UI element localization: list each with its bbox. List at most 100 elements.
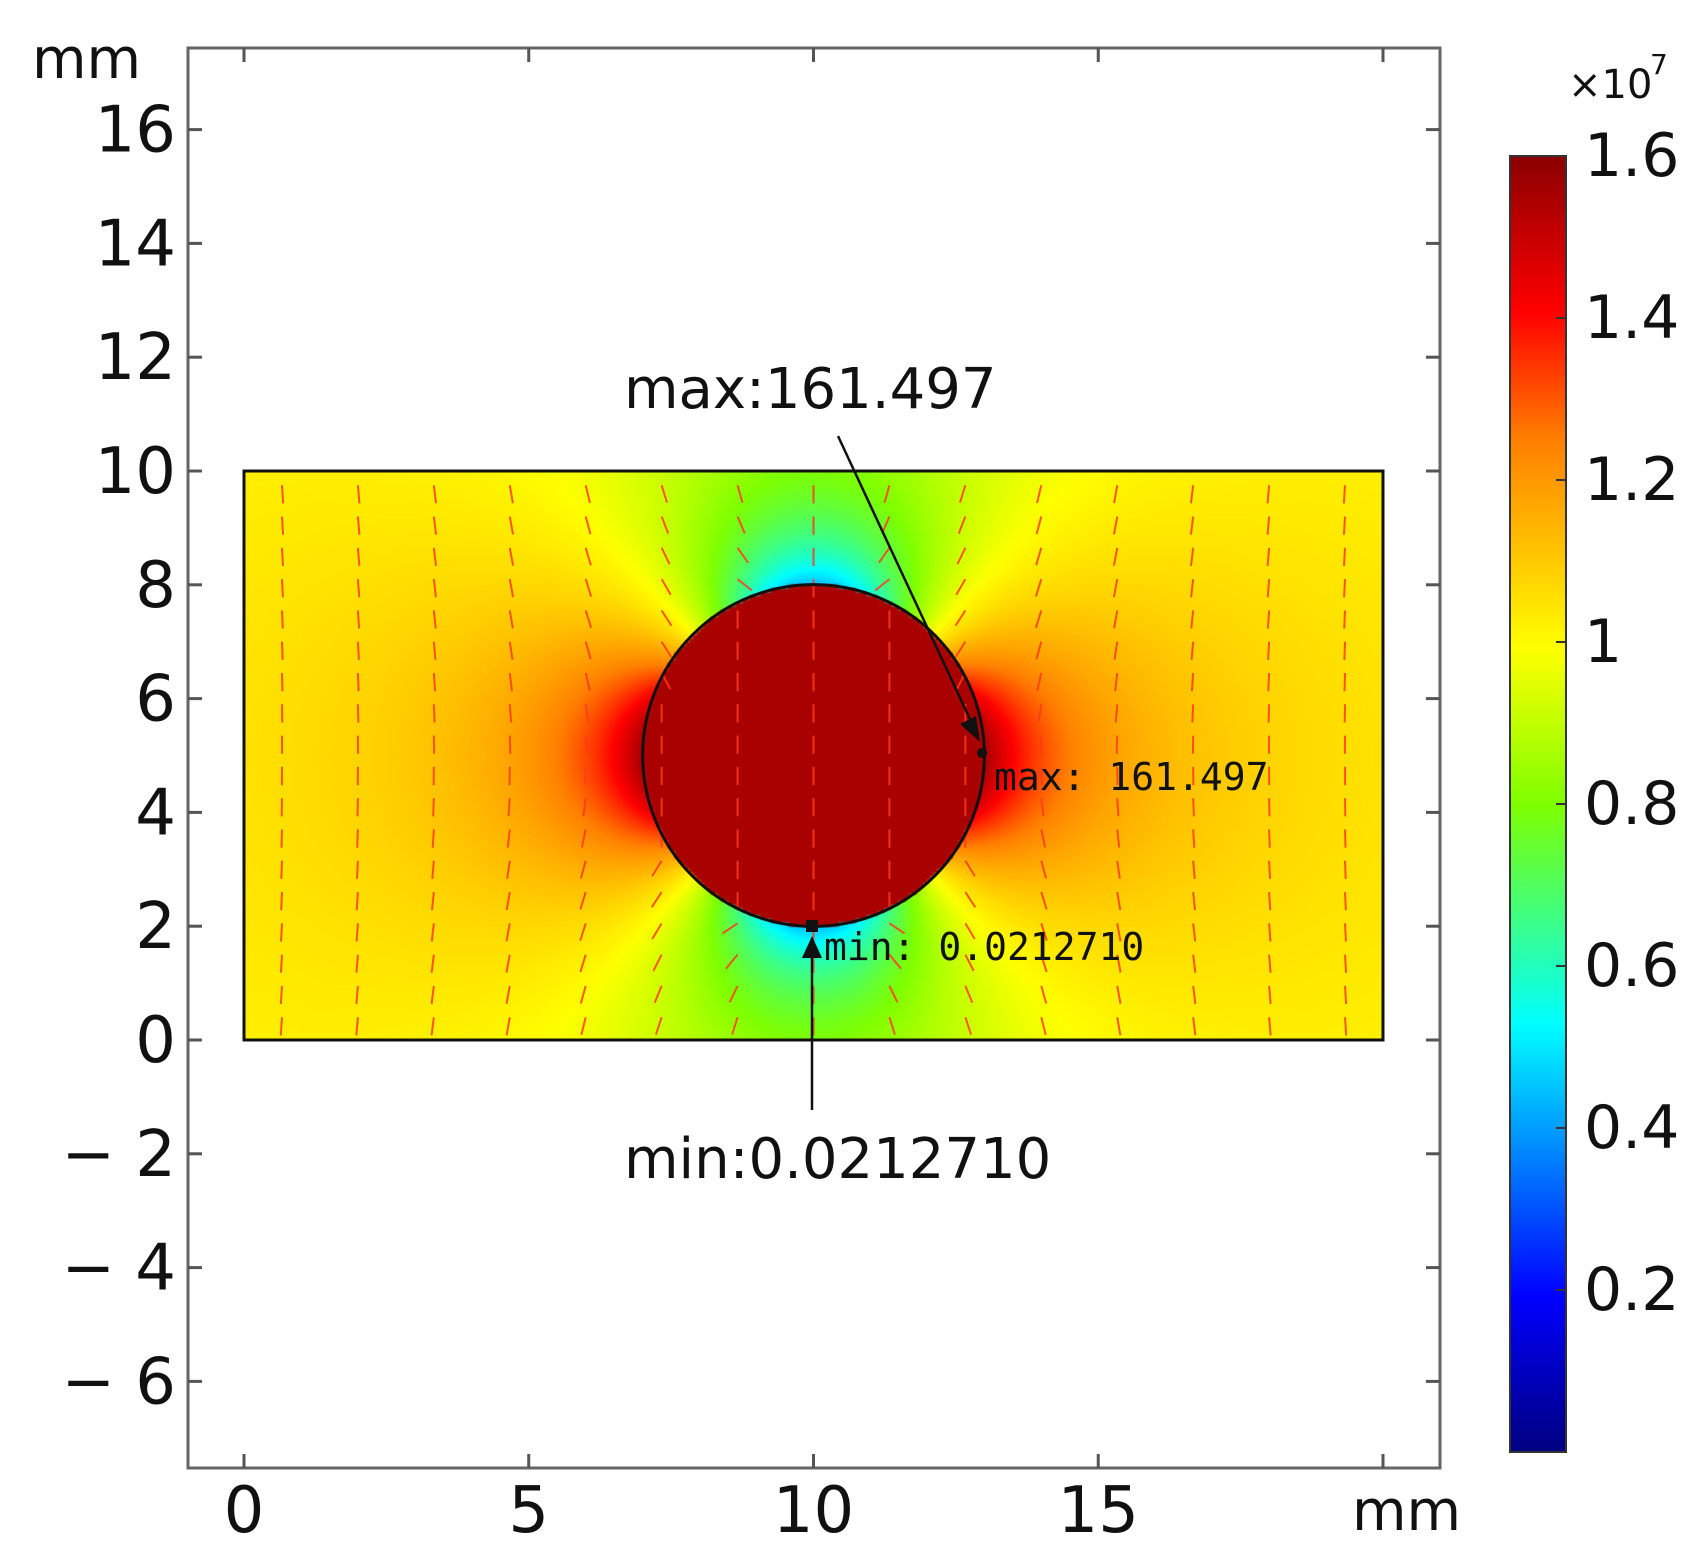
field-arrow	[660, 578, 672, 596]
field-arrow	[356, 516, 361, 535]
colorbar-tick-label: 0.2	[1584, 1255, 1679, 1325]
colorbar-tick-label: 1	[1584, 607, 1622, 677]
field-arrow	[883, 484, 891, 504]
field-arrow	[964, 1016, 972, 1035]
field-arrow	[1266, 547, 1271, 567]
annotations: max:161.497 max: 161.497 min:0.0212710 m…	[624, 357, 1269, 1192]
y-tick-label: 4	[135, 776, 176, 850]
max-point-marker	[977, 748, 987, 758]
field-arrow	[584, 516, 592, 535]
field-arrow	[431, 829, 435, 848]
field-arrow	[584, 766, 587, 786]
field-arrow	[1039, 735, 1043, 754]
field-arrow	[660, 547, 671, 565]
y-axis-ticks: − 6 − 4 − 2 0 2 4 6 8 10 12 14 16	[61, 94, 1440, 1419]
field-arrow	[1344, 985, 1348, 1005]
y-tick-label: − 4	[61, 1232, 176, 1306]
field-arrow	[1035, 547, 1043, 566]
x-axis-unit: mm	[1352, 1479, 1461, 1544]
field-arrow	[1343, 672, 1347, 692]
field-arrow	[508, 485, 514, 504]
field-arrow	[1113, 641, 1119, 660]
field-arrow	[432, 798, 435, 817]
field-arrow	[1040, 985, 1048, 1004]
field-arrow	[1040, 798, 1045, 817]
field-arrow	[280, 641, 284, 660]
field-arrow	[505, 954, 511, 973]
field-arrow	[280, 485, 285, 504]
field-arrow	[1266, 516, 1271, 535]
field-arrow	[584, 547, 592, 566]
field-arrow	[1040, 829, 1047, 848]
field-arrow	[1040, 891, 1048, 910]
field-arrow	[959, 484, 967, 503]
field-arrow	[508, 516, 515, 535]
field-arrow	[1192, 860, 1196, 879]
y-tick-label: 14	[95, 207, 176, 281]
field-arrow	[964, 922, 976, 940]
field-arrow	[1192, 829, 1196, 848]
field-arrow	[1268, 923, 1272, 942]
field-arrow	[432, 610, 437, 629]
field-arrow	[508, 704, 513, 723]
field-arrow	[1116, 798, 1120, 817]
field-arrow	[505, 891, 511, 911]
field-arrow	[888, 985, 899, 1003]
field-arrow	[736, 484, 744, 504]
field-arrow	[1192, 985, 1197, 1005]
field-arrow	[508, 547, 515, 566]
field-arrow	[652, 954, 663, 972]
field-arrow	[579, 954, 587, 973]
field-arrow	[355, 985, 359, 1005]
field-arrow	[1268, 891, 1272, 911]
field-arrow	[432, 485, 438, 504]
field-arrow	[651, 922, 663, 940]
field-arrow	[1189, 547, 1195, 567]
field-arrow	[954, 609, 967, 627]
field-arrow	[1192, 798, 1195, 817]
field-arrow	[1116, 954, 1122, 973]
colorbar-tick-label: 0.8	[1584, 769, 1679, 839]
field-arrow	[1112, 547, 1119, 566]
field-arrow	[660, 609, 673, 627]
field-arrow	[1268, 860, 1272, 880]
x-axis-ticks: 0 5 10 15	[224, 48, 1385, 1544]
field-arrow	[1191, 704, 1195, 723]
field-arrow	[1115, 735, 1119, 754]
field-arrow	[355, 1017, 359, 1036]
field-arrow	[736, 547, 749, 564]
field-arrow	[280, 547, 285, 567]
colorbar-ticks: 0.2 0.4 0.6 0.8 1 1.2 1.4 1.6	[1556, 121, 1679, 1325]
field-arrow	[355, 891, 359, 911]
field-arrow	[356, 641, 360, 660]
field-arrow	[1343, 610, 1347, 629]
field-arrow	[1268, 985, 1272, 1005]
field-arrow	[1034, 610, 1043, 629]
field-arrow	[736, 578, 753, 592]
colorbar-tick-label: 1.4	[1584, 283, 1679, 353]
min-leader-arrowhead	[802, 936, 822, 958]
field-arrow	[1190, 641, 1195, 660]
field-arrow	[508, 672, 513, 692]
field-arrow	[279, 954, 283, 973]
field-arrow	[356, 829, 359, 848]
y-tick-label: 10	[95, 435, 176, 509]
y-tick-label: 6	[135, 663, 176, 737]
field-arrow	[1113, 485, 1119, 504]
field-arrow	[431, 860, 435, 879]
field-arrow	[956, 547, 967, 565]
field-arrow	[579, 860, 587, 879]
field-arrow	[1114, 704, 1119, 723]
field-arrow	[955, 578, 967, 596]
field-arrow	[1343, 579, 1347, 598]
field-arrow	[1040, 954, 1048, 973]
field-arrow	[505, 985, 511, 1005]
field-arrow	[1344, 892, 1347, 911]
field-arrow	[432, 547, 438, 567]
field-arrow	[1342, 485, 1347, 504]
field-arrow	[584, 735, 588, 754]
field-arrow	[1116, 860, 1121, 879]
field-arrow	[888, 954, 902, 970]
field-arrow	[878, 547, 891, 564]
